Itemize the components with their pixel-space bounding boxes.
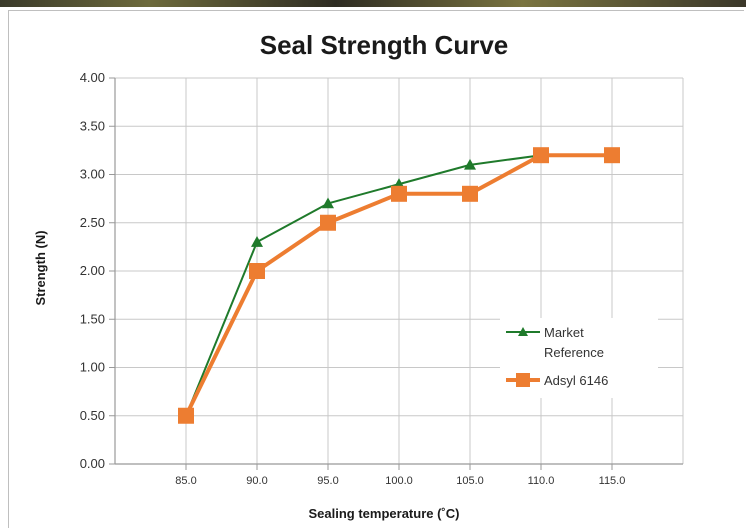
legend: Market Reference Adsyl 6146 (500, 318, 658, 398)
x-tick-label: 95.0 (317, 475, 338, 487)
gridlines (114, 77, 684, 465)
y-tick-label: 4.00 (80, 70, 105, 85)
x-tick-label: 85.0 (175, 475, 196, 487)
data-point-square (391, 185, 407, 202)
data-point-square (462, 185, 478, 202)
data-point-square (604, 147, 620, 164)
data-point-square (249, 263, 265, 279)
x-tick-label: 105.0 (456, 475, 484, 487)
x-tick-label: 110.0 (528, 475, 555, 487)
data-point-square (320, 214, 336, 231)
y-tick-label: 0.50 (80, 408, 105, 423)
series-1 (178, 147, 620, 424)
y-tick-label: 2.50 (80, 215, 105, 230)
axes (109, 77, 683, 470)
background-strip (0, 0, 746, 7)
data-point-triangle (322, 197, 334, 209)
legend-marker-square (516, 373, 530, 387)
y-tick-labels: 0.00 0.50 1.00 1.50 2.00 2.50 3.00 3.50 4.00 (80, 70, 105, 471)
legend-entry: Market Reference (506, 325, 604, 360)
y-tick-label: 3.00 (80, 167, 105, 182)
legend-entry: Adsyl 6146 (506, 373, 608, 388)
series-line (185, 154, 542, 417)
series (178, 147, 620, 424)
legend-label: Market (544, 325, 584, 340)
legend-label: Adsyl 6146 (544, 373, 608, 388)
data-point-triangle (251, 236, 263, 247)
legend-label: Reference (544, 345, 604, 360)
legend-marker-triangle (518, 327, 528, 336)
chart-title: Seal Strength Curve (260, 30, 509, 60)
y-tick-label: 1.00 (80, 360, 105, 375)
series-0 (180, 149, 547, 421)
x-tick-label: 90.0 (246, 475, 267, 487)
x-axis-title: Sealing temperature (˚C) (309, 506, 460, 521)
data-point-square (178, 407, 194, 424)
data-point-square (533, 147, 549, 164)
y-tick-label: 0.00 (80, 456, 105, 471)
y-tick-label: 3.50 (80, 118, 105, 133)
y-tick-label: 1.50 (80, 311, 105, 326)
chart-border (8, 10, 744, 528)
x-tick-labels: 85.0 90.0 95.0 100.0 105.0 110.0 115.0 (175, 475, 625, 487)
x-tick-label: 100.0 (385, 475, 413, 487)
data-point-triangle (464, 158, 476, 170)
y-tick-label: 2.00 (80, 263, 105, 278)
x-tick-label: 115.0 (599, 475, 626, 487)
y-axis-title: Strength (N) (33, 230, 48, 305)
